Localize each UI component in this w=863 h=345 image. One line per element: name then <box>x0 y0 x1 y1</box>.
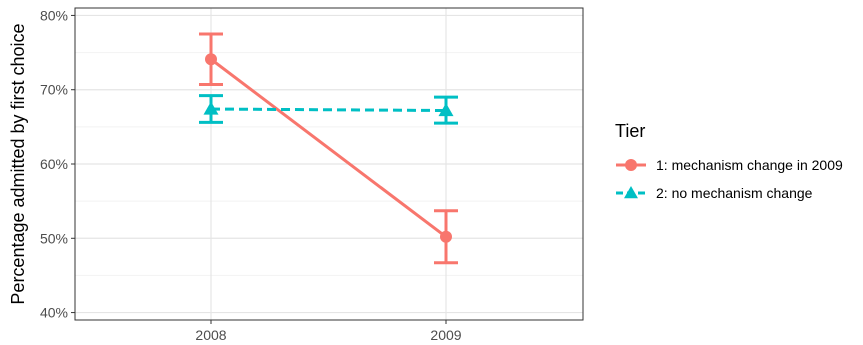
legend-title: Tier <box>615 121 645 141</box>
y-tick-label: 60% <box>40 156 68 172</box>
data-point <box>440 230 452 243</box>
data-point <box>205 53 217 66</box>
x-axis-ticks: 2008 2009 <box>195 320 462 343</box>
y-axis-title: Percentage admitted by first choice <box>8 23 28 304</box>
series-1 <box>199 32 458 265</box>
minor-gridlines <box>75 52 583 276</box>
data-point <box>438 103 454 117</box>
series-2 <box>199 94 458 125</box>
series-line <box>210 107 447 113</box>
y-axis-ticks: 40% 50% 60% 70% 80% <box>40 7 75 321</box>
legend-item: 1: mechanism change in 2009 <box>616 157 843 173</box>
plot-border <box>74 7 584 321</box>
data-point <box>203 101 219 115</box>
major-gridlines <box>75 8 583 320</box>
y-tick-label: 70% <box>40 82 68 98</box>
series-line <box>210 58 447 238</box>
x-tick-label: 2008 <box>195 327 226 343</box>
legend-label: 1: mechanism change in 2009 <box>656 157 843 173</box>
legend-label: 2: no mechanism change <box>656 185 813 201</box>
y-tick-label: 40% <box>40 305 68 321</box>
legend-key-marker <box>624 186 638 199</box>
series-layer <box>199 32 458 265</box>
x-tick-label: 2009 <box>430 327 461 343</box>
legend-key-marker <box>625 159 637 171</box>
y-tick-label: 50% <box>40 230 68 246</box>
y-tick-label: 80% <box>40 7 68 23</box>
legend: Tier 1: mechanism change in 2009 2: no me… <box>615 121 843 201</box>
legend-item: 2: no mechanism change <box>616 185 813 201</box>
